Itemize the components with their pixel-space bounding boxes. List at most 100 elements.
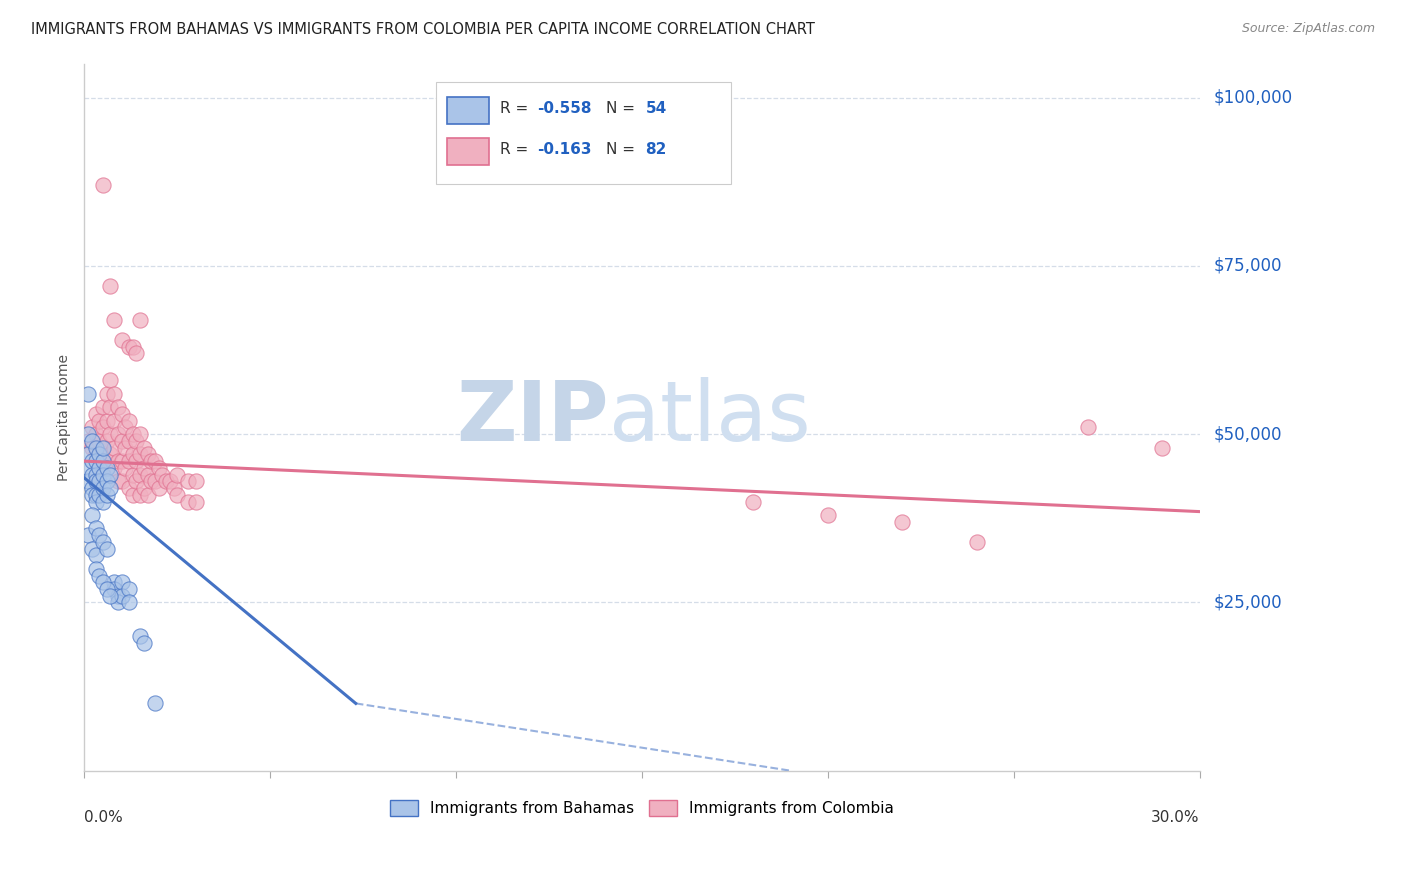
Point: [177, 475, 200, 489]
Point: [184, 494, 207, 508]
Point: [118, 454, 141, 468]
Point: [89, 475, 111, 489]
Text: R =: R =: [501, 101, 533, 116]
Point: [84, 562, 107, 576]
Text: atlas: atlas: [609, 377, 810, 458]
Point: [80, 467, 103, 482]
Point: [89, 568, 111, 582]
Point: [141, 475, 163, 489]
Point: [96, 454, 118, 468]
Point: [132, 481, 155, 495]
Point: [118, 340, 141, 354]
Point: [100, 481, 122, 495]
Point: [80, 454, 103, 468]
FancyBboxPatch shape: [447, 138, 489, 165]
Point: [118, 582, 141, 596]
Point: [84, 447, 107, 461]
Text: -0.558: -0.558: [537, 101, 592, 116]
Point: [121, 340, 143, 354]
Point: [110, 454, 132, 468]
Point: [84, 427, 107, 442]
Point: [84, 454, 107, 468]
Point: [91, 534, 114, 549]
Point: [100, 401, 122, 415]
Point: [96, 475, 118, 489]
Point: [96, 488, 118, 502]
Point: [129, 313, 152, 327]
Point: [110, 475, 132, 489]
Text: 82: 82: [645, 142, 666, 157]
Point: [166, 488, 188, 502]
Text: $100,000: $100,000: [1213, 88, 1292, 107]
Point: [91, 420, 114, 434]
Point: [84, 441, 107, 455]
Point: [80, 434, 103, 448]
Point: [121, 467, 143, 482]
Point: [96, 541, 118, 556]
Point: [84, 407, 107, 421]
FancyBboxPatch shape: [436, 82, 731, 184]
Point: [966, 534, 988, 549]
Point: [817, 508, 839, 522]
Point: [118, 481, 141, 495]
Point: [121, 427, 143, 442]
Point: [103, 414, 125, 428]
Point: [132, 441, 155, 455]
Point: [96, 582, 118, 596]
Point: [91, 441, 114, 455]
Point: [110, 407, 132, 421]
Point: [136, 467, 159, 482]
Point: [84, 549, 107, 563]
Point: [166, 467, 188, 482]
Point: [114, 441, 136, 455]
Point: [129, 427, 152, 442]
Point: [96, 434, 118, 448]
Point: [103, 387, 125, 401]
Point: [103, 461, 125, 475]
Point: [110, 589, 132, 603]
Point: [129, 467, 152, 482]
Legend: Immigrants from Bahamas, Immigrants from Colombia: Immigrants from Bahamas, Immigrants from…: [389, 800, 894, 816]
Point: [152, 467, 174, 482]
Point: [107, 427, 129, 442]
Point: [84, 488, 107, 502]
Point: [91, 454, 114, 468]
Point: [1077, 420, 1099, 434]
Point: [114, 461, 136, 475]
Point: [891, 515, 914, 529]
Point: [91, 441, 114, 455]
Y-axis label: Per Capita Income: Per Capita Income: [58, 354, 72, 481]
Point: [118, 414, 141, 428]
Point: [80, 420, 103, 434]
Point: [107, 595, 129, 609]
Text: R =: R =: [501, 142, 533, 157]
Point: [118, 434, 141, 448]
Point: [89, 447, 111, 461]
Point: [84, 475, 107, 489]
Point: [136, 447, 159, 461]
Text: N =: N =: [606, 101, 640, 116]
Point: [125, 346, 148, 360]
Point: [129, 447, 152, 461]
Point: [89, 461, 111, 475]
Point: [89, 434, 111, 448]
Point: [1152, 441, 1174, 455]
Point: [103, 441, 125, 455]
Point: [136, 488, 159, 502]
Point: [125, 475, 148, 489]
Text: N =: N =: [606, 142, 640, 157]
Point: [91, 467, 114, 482]
Point: [129, 488, 152, 502]
Point: [107, 401, 129, 415]
Point: [80, 541, 103, 556]
Point: [84, 494, 107, 508]
Point: [96, 387, 118, 401]
Point: [110, 434, 132, 448]
FancyBboxPatch shape: [447, 97, 489, 124]
Point: [91, 401, 114, 415]
Text: $25,000: $25,000: [1213, 593, 1282, 611]
Point: [107, 454, 129, 468]
Point: [125, 434, 148, 448]
Point: [84, 467, 107, 482]
Text: -0.163: -0.163: [537, 142, 592, 157]
